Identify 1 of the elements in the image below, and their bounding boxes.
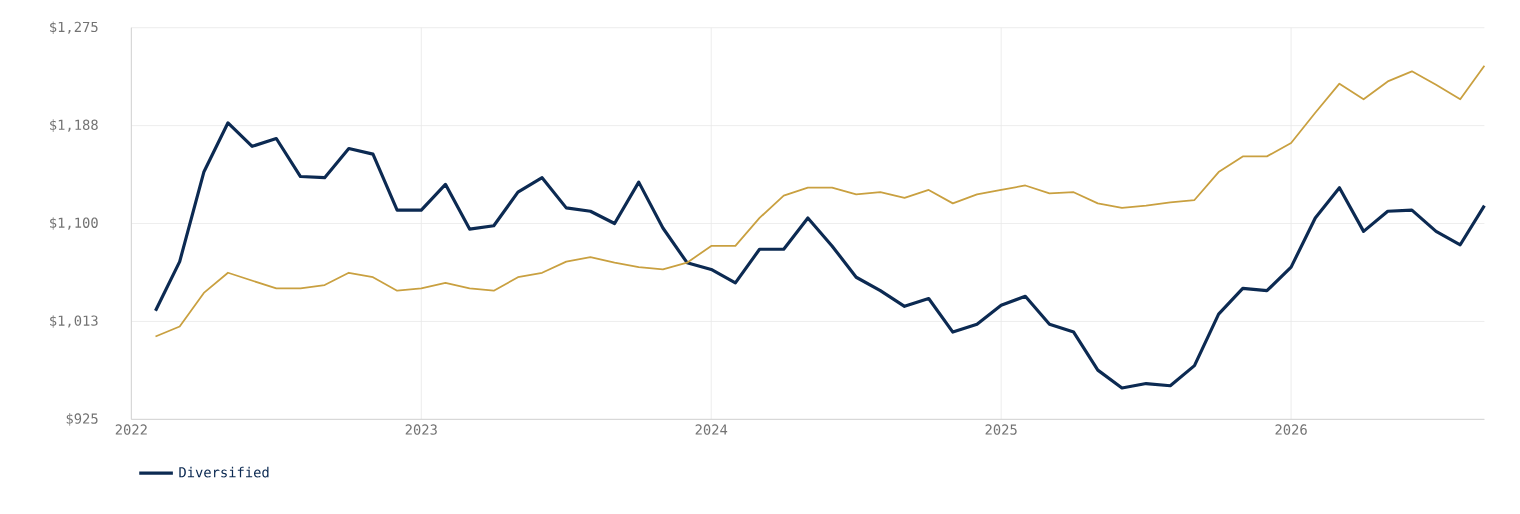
line-series	[153, 121, 1486, 390]
